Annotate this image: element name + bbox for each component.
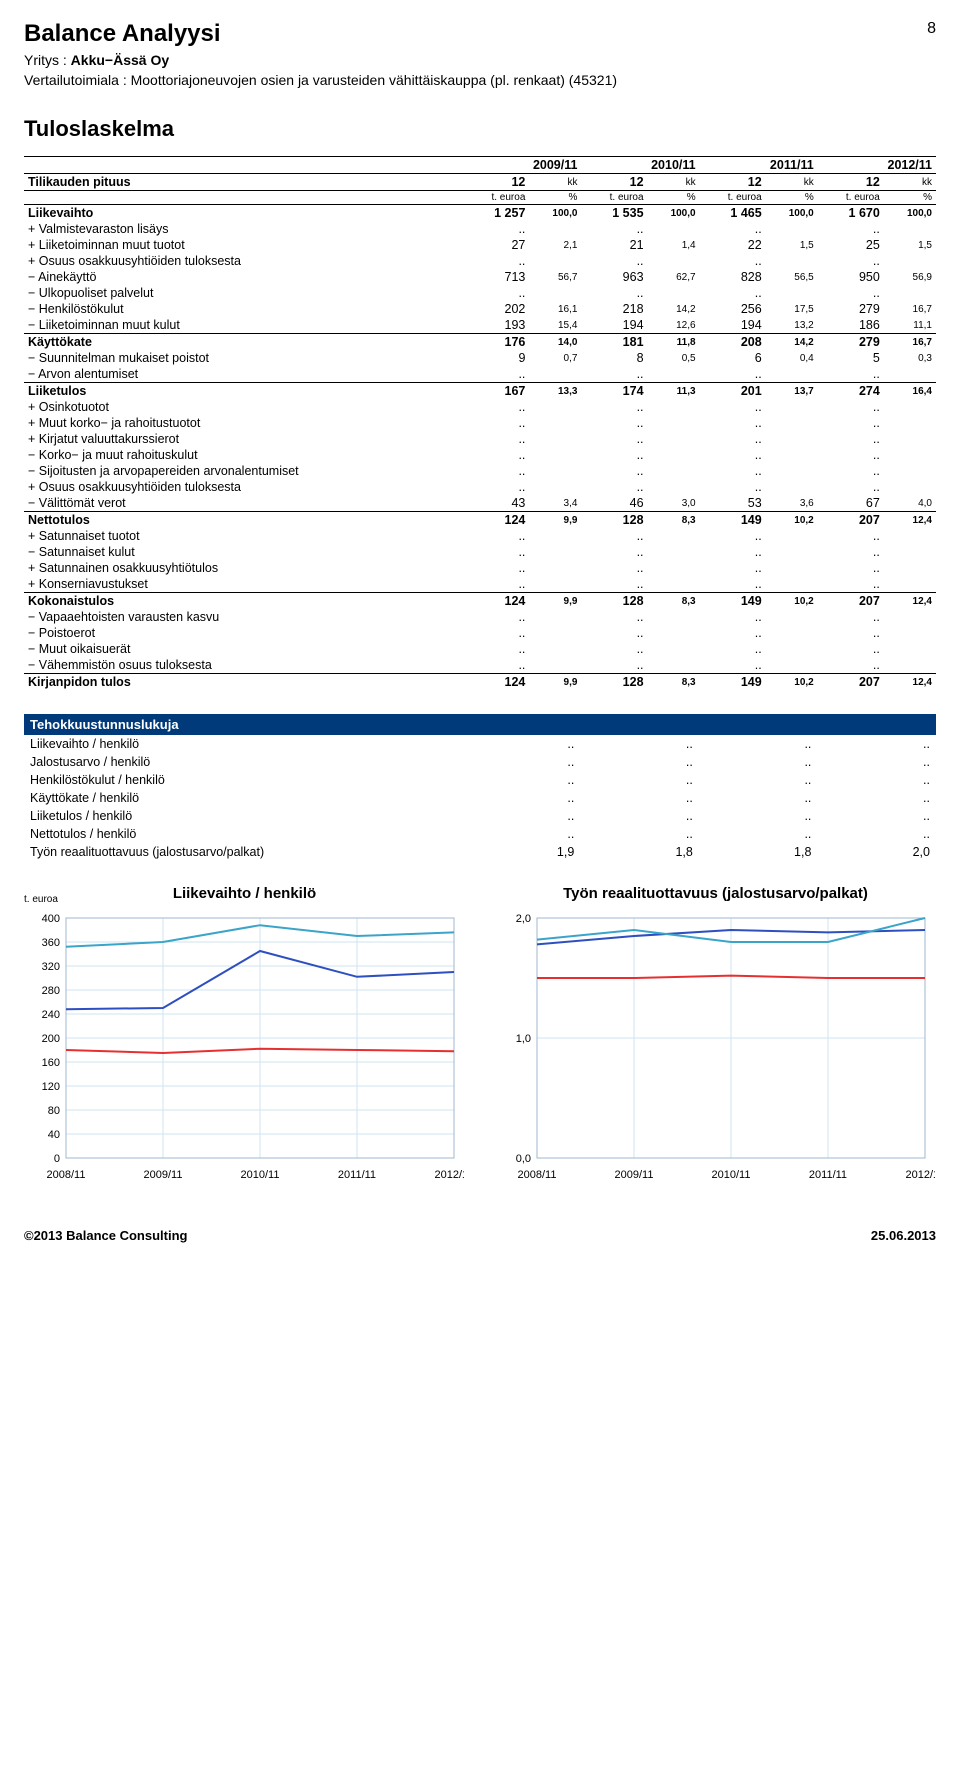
table-row: − Välittömät verot433,4463,0533,6674,0: [24, 495, 936, 512]
chart-left-svg: 0 40 80 120 160 200 240 280 320 360 400 2008/11 2009…: [24, 908, 464, 1188]
table-row: − Ulkopuoliset palvelut........: [24, 285, 936, 301]
svg-text:2009/11: 2009/11: [615, 1169, 654, 1181]
table-row: − Suunnitelman mukaiset poistot90,780,56…: [24, 350, 936, 366]
table-row: − Satunnaiset kulut........: [24, 544, 936, 560]
svg-text:0: 0: [54, 1153, 60, 1165]
chart-right-title: Työn reaalituottavuus (jalostusarvo/palk…: [495, 885, 936, 902]
table-row: + Liiketoiminnan muut tuotot272,1211,422…: [24, 237, 936, 253]
chart-right-svg: 0,0 1,0 2,0 2008/11 2009/11 2010/11 2011/11 201…: [495, 908, 935, 1188]
table-row: − Henkilöstökulut20216,121814,225617,527…: [24, 301, 936, 317]
company-label: Yritys :: [24, 52, 71, 68]
svg-text:0,0: 0,0: [516, 1153, 531, 1165]
table-row: − Arvon alentumiset........: [24, 366, 936, 383]
company-row: Yritys : Akku−Ässä Oy: [24, 52, 617, 68]
page-title: Balance Analyysi: [24, 20, 617, 48]
svg-text:200: 200: [42, 1033, 60, 1045]
industry-row: Vertailutoimiala : Moottoriajoneuvojen o…: [24, 72, 617, 88]
svg-text:2010/11: 2010/11: [241, 1169, 280, 1181]
table-row: Käyttökate / henkilö........: [24, 789, 936, 807]
table-row: Käyttökate17614,018111,820814,227916,7: [24, 334, 936, 351]
table-row: − Ainekäyttö71356,796362,782856,595056,9: [24, 269, 936, 285]
table-row: − Liiketoiminnan muut kulut19315,419412,…: [24, 317, 936, 334]
table-row: + Osinkotuotot........: [24, 399, 936, 415]
svg-text:2008/11: 2008/11: [518, 1169, 557, 1181]
table-row: + Kirjatut valuuttakurssierot........: [24, 431, 936, 447]
table-row: − Poistoerot........: [24, 625, 936, 641]
svg-text:320: 320: [42, 961, 60, 973]
svg-text:2011/11: 2011/11: [809, 1169, 847, 1181]
svg-text:400: 400: [42, 913, 60, 925]
svg-text:2012/11: 2012/11: [906, 1169, 935, 1181]
table-row: − Muut oikaisuerät........: [24, 641, 936, 657]
svg-text:280: 280: [42, 985, 60, 997]
income-table: 2009/112010/112011/112012/11Tilikauden p…: [24, 156, 936, 690]
page-header: Balance Analyysi Yritys : Akku−Ässä Oy V…: [24, 20, 936, 88]
table-row: Liikevaihto1 257100,01 535100,01 465100,…: [24, 205, 936, 222]
table-row: Henkilöstökulut / henkilö........: [24, 771, 936, 789]
table-row: Kokonaistulos1249,91288,314910,220712,4: [24, 593, 936, 610]
company-name: Akku−Ässä Oy: [71, 52, 169, 68]
table-row: − Korko− ja muut rahoituskulut........: [24, 447, 936, 463]
table-row: + Satunnaiset tuotot........: [24, 528, 936, 544]
table-row: + Muut korko− ja rahoitustuotot........: [24, 415, 936, 431]
charts-row: Liikevaihto / henkilö t. euroa 0 40 80 120 1…: [24, 885, 936, 1188]
table-row: − Vapaaehtoisten varausten kasvu........: [24, 609, 936, 625]
industry-label: Vertailutoimiala :: [24, 72, 131, 88]
table-row: + Osuus osakkuusyhtiöiden tuloksesta....…: [24, 253, 936, 269]
chart-left-ylabel: t. euroa: [24, 894, 58, 905]
chart-left-title: Liikevaihto / henkilö: [24, 885, 465, 902]
svg-text:2012/11: 2012/11: [435, 1169, 464, 1181]
ratios-table: Liikevaihto / henkilö........Jalostusarv…: [24, 735, 936, 861]
footer-left: ©2013 Balance Consulting: [24, 1228, 187, 1243]
svg-text:2008/11: 2008/11: [47, 1169, 86, 1181]
table-row: Liiketulos / henkilö........: [24, 807, 936, 825]
table-row: + Valmistevaraston lisäys........: [24, 221, 936, 237]
svg-text:2009/11: 2009/11: [144, 1169, 183, 1181]
svg-text:240: 240: [42, 1009, 60, 1021]
table-row: + Konserniavustukset........: [24, 576, 936, 593]
ratios-header: Tehokkuustunnuslukuja: [24, 714, 936, 735]
table-row: Liikevaihto / henkilö........: [24, 735, 936, 753]
page-footer: ©2013 Balance Consulting 25.06.2013: [24, 1228, 936, 1243]
footer-right: 25.06.2013: [871, 1228, 936, 1243]
table-row: Kirjanpidon tulos1249,91288,314910,22071…: [24, 674, 936, 691]
svg-text:360: 360: [42, 937, 60, 949]
table-row: − Vähemmistön osuus tuloksesta........: [24, 657, 936, 674]
table-row: + Satunnainen osakkuusyhtiötulos........: [24, 560, 936, 576]
page-number: 8: [927, 20, 936, 38]
table-row: Nettotulos1249,91288,314910,220712,4: [24, 512, 936, 529]
table-row: Jalostusarvo / henkilö........: [24, 753, 936, 771]
table-row: Työn reaalituottavuus (jalostusarvo/palk…: [24, 843, 936, 861]
svg-text:40: 40: [48, 1129, 60, 1141]
svg-text:160: 160: [42, 1057, 60, 1069]
chart-left: Liikevaihto / henkilö t. euroa 0 40 80 120 1…: [24, 885, 465, 1188]
svg-text:2,0: 2,0: [516, 913, 531, 925]
industry-name: Moottoriajoneuvojen osien ja varusteiden…: [131, 72, 617, 88]
svg-text:2011/11: 2011/11: [338, 1169, 376, 1181]
table-row: − Sijoitusten ja arvopapereiden arvonale…: [24, 463, 936, 479]
svg-text:2010/11: 2010/11: [712, 1169, 751, 1181]
table-row: Liiketulos16713,317411,320113,727416,4: [24, 383, 936, 400]
svg-text:80: 80: [48, 1105, 60, 1117]
svg-text:120: 120: [42, 1081, 60, 1093]
svg-text:1,0: 1,0: [516, 1033, 531, 1045]
table-row: + Osuus osakkuusyhtiöiden tuloksesta....…: [24, 479, 936, 495]
chart-right: Työn reaalituottavuus (jalostusarvo/palk…: [495, 885, 936, 1188]
table-row: Nettotulos / henkilö........: [24, 825, 936, 843]
section-title: Tuloslaskelma: [24, 116, 936, 142]
